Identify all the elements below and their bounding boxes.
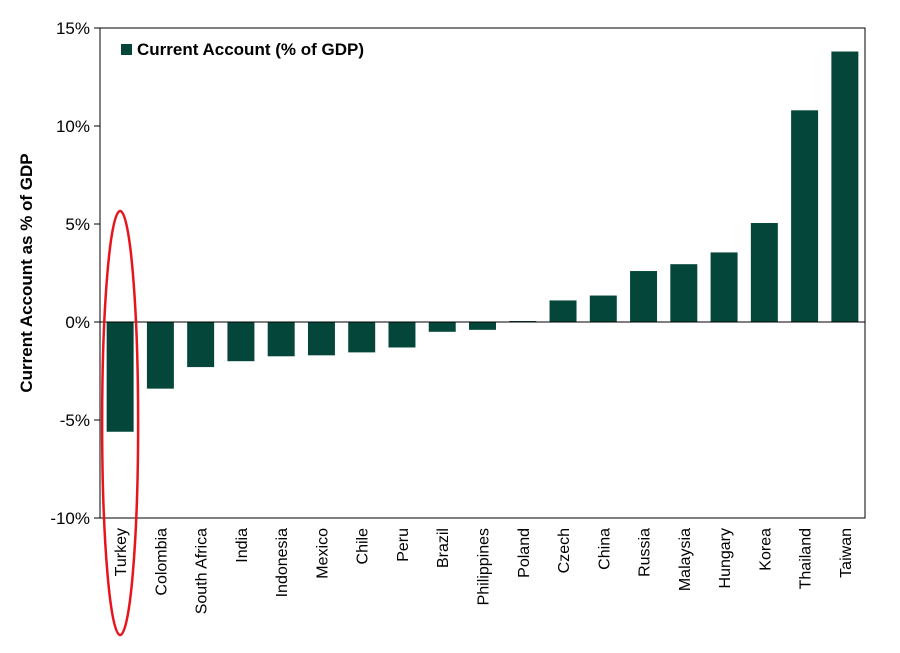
bar-thailand — [791, 110, 819, 322]
bar-brazil — [428, 322, 456, 332]
x-tick-label: South Africa — [194, 528, 211, 614]
x-tick-label: Hungary — [717, 528, 734, 588]
x-tick-label: Brazil — [435, 528, 452, 568]
bar-series — [106, 51, 859, 432]
bar-turkey — [106, 322, 134, 432]
x-tick-label: Korea — [757, 528, 774, 571]
highlight-ellipse — [100, 209, 140, 637]
x-tick-label: Peru — [395, 528, 412, 562]
y-tick-label: 5% — [65, 215, 90, 234]
y-tick-label: 10% — [56, 117, 90, 136]
x-tick-label: Russia — [637, 528, 654, 577]
x-tick-label: Mexico — [314, 528, 331, 579]
x-tick-label: Philippines — [476, 528, 493, 605]
bar-czech — [549, 300, 577, 322]
bar-china — [589, 295, 617, 322]
bar-korea — [750, 223, 778, 322]
y-tick-label: -10% — [50, 509, 90, 528]
bar-russia — [630, 271, 658, 322]
x-tick-label: Czech — [556, 528, 573, 573]
bar-mexico — [307, 322, 335, 356]
x-tick-label: Malaysia — [677, 528, 694, 591]
bar-chile — [348, 322, 376, 353]
x-tick-label: China — [596, 528, 613, 570]
bar-taiwan — [831, 51, 859, 323]
y-tick-label: 15% — [56, 19, 90, 38]
x-tick-label: Poland — [516, 528, 533, 578]
x-tick-label: India — [234, 528, 251, 563]
legend: Current Account (% of GDP) — [121, 40, 364, 59]
bar-indonesia — [267, 322, 295, 357]
bar-philippines — [469, 322, 496, 330]
x-tick-label: Indonesia — [274, 528, 291, 597]
x-tick-label: Thailand — [798, 528, 815, 589]
bar-peru — [388, 322, 416, 348]
bar-hungary — [710, 252, 738, 322]
y-axis: -10% -5% 0% 5% 10% 15% — [50, 19, 100, 528]
x-tick-label: Turkey — [113, 528, 130, 576]
bar-india — [227, 322, 255, 362]
x-tick-label: Colombia — [153, 528, 170, 596]
x-tick-label: Taiwan — [838, 528, 855, 578]
plot-frame — [99, 27, 866, 519]
bar-colombia — [146, 322, 174, 389]
y-tick-label: 0% — [65, 313, 90, 332]
y-tick-label: -5% — [60, 411, 90, 430]
bar-south-africa — [187, 322, 215, 368]
legend-swatch — [121, 44, 132, 55]
x-tick-label: Chile — [355, 528, 372, 565]
bar-malaysia — [670, 264, 698, 322]
x-axis-labels: Turkey Colombia South Africa India Indonesia… — [113, 528, 855, 614]
legend-label: Current Account (% of GDP) — [137, 40, 364, 59]
y-axis-title: Current Account as % of GDP — [17, 153, 36, 392]
